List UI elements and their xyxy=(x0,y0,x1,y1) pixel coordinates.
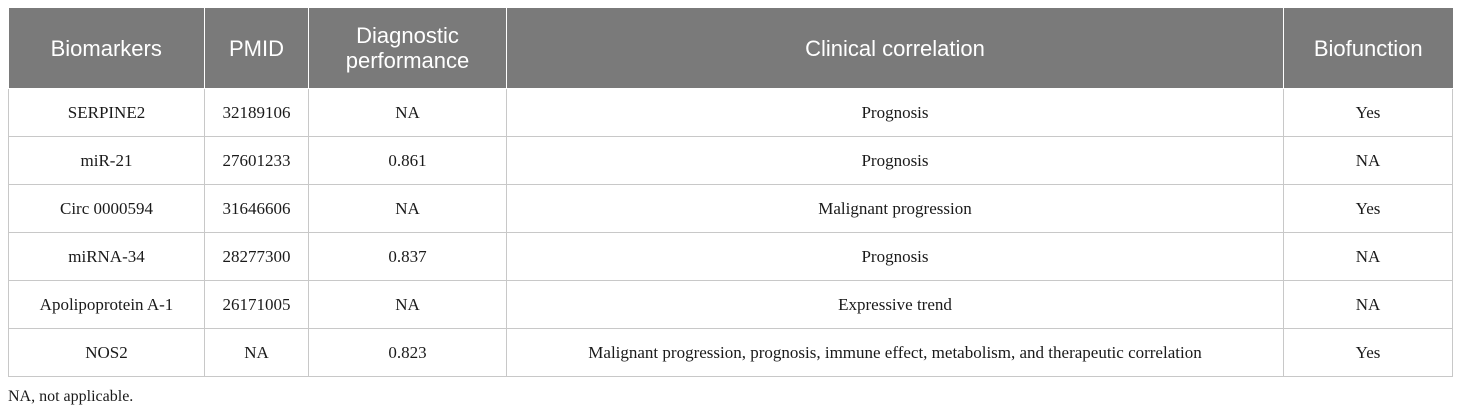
cell-pmid: 26171005 xyxy=(204,280,309,329)
cell-biomarker: NOS2 xyxy=(8,328,205,377)
cell-biofunction: NA xyxy=(1283,280,1453,329)
cell-clinical-correlation: Prognosis xyxy=(506,136,1284,185)
cell-clinical-correlation: Malignant progression, prognosis, immune… xyxy=(506,328,1284,377)
cell-biomarker: Apolipoprotein A-1 xyxy=(8,280,205,329)
cell-biofunction: Yes xyxy=(1283,88,1453,137)
cell-biofunction: Yes xyxy=(1283,328,1453,377)
header-biomarkers: Biomarkers xyxy=(8,8,205,89)
cell-clinical-correlation: Malignant progression xyxy=(506,184,1284,233)
cell-biomarker: miR-21 xyxy=(8,136,205,185)
biomarker-table-container: Biomarkers PMID Diagnostic performance C… xyxy=(8,8,1453,377)
cell-clinical-correlation: Prognosis xyxy=(506,88,1284,137)
cell-diagnostic-performance: NA xyxy=(308,184,507,233)
table-header: Biomarkers PMID Diagnostic performance C… xyxy=(8,8,1453,89)
header-diagnostic-performance: Diagnostic performance xyxy=(308,8,507,89)
cell-pmid: 27601233 xyxy=(204,136,309,185)
cell-clinical-correlation: Prognosis xyxy=(506,232,1284,281)
table-row: Apolipoprotein A-1 26171005 NA Expressiv… xyxy=(8,280,1453,329)
cell-diagnostic-performance: NA xyxy=(308,88,507,137)
table-footnote: NA, not applicable. xyxy=(8,388,134,405)
cell-biofunction: NA xyxy=(1283,232,1453,281)
table-body: SERPINE2 32189106 NA Prognosis Yes miR-2… xyxy=(8,88,1453,377)
cell-biomarker: Circ 0000594 xyxy=(8,184,205,233)
cell-biomarker: miRNA-34 xyxy=(8,232,205,281)
header-biofunction: Biofunction xyxy=(1283,8,1453,89)
header-row: Biomarkers PMID Diagnostic performance C… xyxy=(8,8,1453,89)
cell-diagnostic-performance: NA xyxy=(308,280,507,329)
biomarker-table: Biomarkers PMID Diagnostic performance C… xyxy=(8,8,1453,377)
header-pmid: PMID xyxy=(204,8,309,89)
table-row: miR-21 27601233 0.861 Prognosis NA xyxy=(8,136,1453,185)
cell-biomarker: SERPINE2 xyxy=(8,88,205,137)
cell-biofunction: NA xyxy=(1283,136,1453,185)
table-row: Circ 0000594 31646606 NA Malignant progr… xyxy=(8,184,1453,233)
table-row: SERPINE2 32189106 NA Prognosis Yes xyxy=(8,88,1453,137)
cell-pmid: 31646606 xyxy=(204,184,309,233)
cell-clinical-correlation: Expressive trend xyxy=(506,280,1284,329)
table-row: NOS2 NA 0.823 Malignant progression, pro… xyxy=(8,328,1453,377)
cell-pmid: 32189106 xyxy=(204,88,309,137)
header-clinical-correlation: Clinical correlation xyxy=(506,8,1284,89)
cell-diagnostic-performance: 0.837 xyxy=(308,232,507,281)
cell-pmid: NA xyxy=(204,328,309,377)
cell-biofunction: Yes xyxy=(1283,184,1453,233)
cell-diagnostic-performance: 0.861 xyxy=(308,136,507,185)
table-row: miRNA-34 28277300 0.837 Prognosis NA xyxy=(8,232,1453,281)
cell-pmid: 28277300 xyxy=(204,232,309,281)
cell-diagnostic-performance: 0.823 xyxy=(308,328,507,377)
